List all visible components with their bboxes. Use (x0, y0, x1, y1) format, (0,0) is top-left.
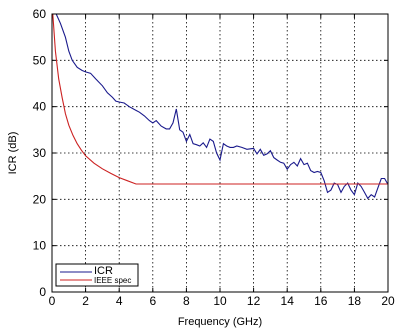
x-axis-label: Frequency (GHz) (178, 316, 262, 328)
plot-frame (51, 13, 389, 293)
grid (52, 14, 388, 292)
x-tick-label: 12 (247, 294, 261, 308)
series-line-icr (55, 13, 389, 200)
legend-label-icr: ICR (94, 265, 113, 277)
x-tick-label: 10 (213, 294, 227, 308)
x-tick-label: 18 (348, 294, 362, 308)
y-tick-label: 10 (33, 239, 47, 253)
y-axis-ticks: 0 10 20 30 40 50 60 (33, 7, 388, 299)
series-line-ieee-spec (52, 13, 388, 185)
x-tick-label: 4 (116, 294, 123, 308)
x-tick-label: 2 (82, 294, 89, 308)
x-tick-label: 14 (281, 294, 295, 308)
y-axis-label: ICR (dB) (7, 132, 19, 175)
y-tick-label: 50 (33, 53, 47, 67)
y-tick-label: 20 (33, 192, 47, 206)
x-tick-label: 20 (381, 294, 395, 308)
series-group (52, 13, 389, 200)
x-tick-label: 6 (149, 294, 156, 308)
y-tick-label: 0 (39, 285, 46, 299)
legend-label-ieee-spec: IEEE spec (94, 276, 131, 285)
y-tick-label: 40 (33, 100, 47, 114)
y-tick-label: 30 (33, 146, 47, 160)
series-ieee-spec (52, 13, 388, 185)
y-tick-label: 60 (33, 7, 47, 21)
legend: ICR IEEE spec (55, 263, 139, 287)
x-tick-label: 16 (314, 294, 328, 308)
x-tick-label: 8 (183, 294, 190, 308)
x-tick-label: 0 (49, 294, 56, 308)
series-icr (55, 13, 389, 200)
